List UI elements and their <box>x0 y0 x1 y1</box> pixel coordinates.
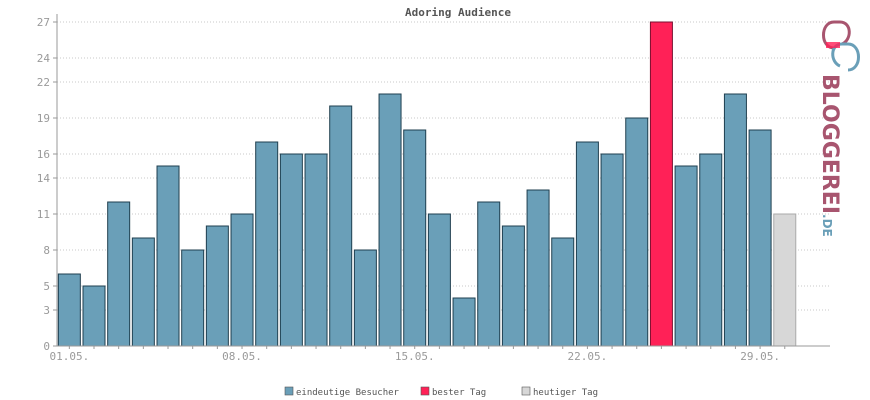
bar-today <box>773 213 797 347</box>
axes-layer: 0 3 5 8 11 14 16 19 22 24 27 01.05. 08.05. 15.05. 22.0… <box>37 14 830 363</box>
bar-visitors <box>575 141 599 347</box>
legend-label: bester Tag <box>432 388 486 398</box>
bar-visitors <box>723 93 747 347</box>
y-tick-label: 11 <box>37 208 50 221</box>
bar-visitors <box>452 297 476 347</box>
y-tick-label: 8 <box>43 244 50 257</box>
bar-visitors <box>156 165 180 347</box>
y-tick-label: 16 <box>37 148 50 161</box>
bar-visitors <box>526 189 550 347</box>
bar-visitors <box>378 93 402 347</box>
y-tick-label: 27 <box>37 16 50 29</box>
bar-visitors <box>353 249 377 347</box>
logo-icon <box>822 20 860 72</box>
bar-visitors <box>107 201 131 347</box>
bar-visitors <box>501 225 525 347</box>
legend-swatch <box>420 386 430 396</box>
chart-title: Adoring Audience <box>405 6 511 19</box>
bar-visitors <box>131 237 155 347</box>
x-tick-label: 29.05. <box>740 350 780 363</box>
logo-wordmark: BLOGGEREI.DE <box>817 74 842 237</box>
bar-visitors <box>427 213 451 347</box>
y-tick-label: 3 <box>43 304 50 317</box>
bloggerei-logo: BLOGGEREI.DE <box>817 20 860 237</box>
bar-best-day <box>649 21 673 347</box>
x-tick-label: 01.05. <box>49 350 89 363</box>
bar-visitors <box>205 225 229 347</box>
bar-visitors <box>477 201 501 347</box>
bar-visitors <box>255 141 279 347</box>
bar-visitors <box>674 165 698 347</box>
bar-visitors <box>625 117 649 347</box>
bar-visitors <box>699 153 723 347</box>
bar-visitors <box>329 105 353 347</box>
bar-visitors <box>230 213 254 347</box>
x-tick-label: 08.05. <box>222 350 262 363</box>
legend: eindeutige Besucher bester Tag heutiger Ta… <box>284 386 598 398</box>
y-tick-label: 0 <box>43 340 50 353</box>
x-tick-label: 22.05. <box>568 350 608 363</box>
legend-swatch <box>284 386 294 396</box>
bar-visitors <box>748 129 772 347</box>
y-tick-label: 5 <box>43 280 50 293</box>
y-tick-label: 24 <box>37 52 51 65</box>
bar-visitors <box>304 153 328 347</box>
bar-visitors <box>279 153 303 347</box>
legend-label: heutiger Tag <box>533 388 598 398</box>
bar-visitors <box>403 129 427 347</box>
bar-visitors <box>57 273 81 347</box>
y-tick-label: 19 <box>37 112 50 125</box>
bar-visitors <box>600 153 624 347</box>
legend-label: eindeutige Besucher <box>296 388 400 398</box>
y-tick-label: 22 <box>37 76 50 89</box>
legend-swatch <box>521 386 531 396</box>
y-tick-label: 14 <box>37 172 51 185</box>
bars-layer <box>57 21 797 347</box>
bar-visitors <box>181 249 205 347</box>
bar-visitors <box>551 237 575 347</box>
x-tick-label: 15.05. <box>395 350 435 363</box>
bar-visitors <box>82 285 106 347</box>
